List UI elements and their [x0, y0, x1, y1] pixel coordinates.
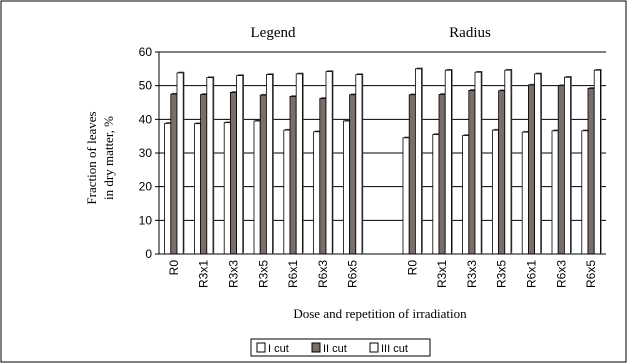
bar-legend-r0-iii-cut — [176, 72, 184, 255]
bar-radius-r3x1-iii-cut — [444, 69, 452, 255]
legend-label-i-cut: I cut — [268, 343, 289, 355]
bar-legend-r3x1-iii-cut — [206, 77, 214, 255]
y-tick-label-30: 30 — [139, 146, 153, 160]
bar-legend-r6x5-i-cut — [342, 120, 350, 255]
x-tick-label-radius-r3x1: R3x1 — [435, 260, 449, 288]
bar-radius-r6x3-iii-cut — [564, 76, 572, 255]
bar-radius-r3x3-i-cut — [462, 135, 470, 255]
y-tick-label-40: 40 — [139, 112, 153, 126]
x-tick-label-radius-r3x5: R3x5 — [495, 260, 509, 288]
y-tick-label-50: 50 — [139, 79, 153, 93]
x-tick-label-legend-r6x5: R6x5 — [346, 260, 360, 288]
bar-legend-r6x3-i-cut — [313, 131, 321, 255]
y-axis-label-line-1: Fraction of leaves — [84, 111, 99, 204]
x-tick-label-radius-r0: R0 — [405, 260, 419, 276]
legend-box — [250, 338, 431, 357]
bar-legend-r3x3-i-cut — [223, 122, 231, 255]
bar-legend-r6x5-iii-cut — [355, 74, 363, 255]
bar-radius-r3x1-i-cut — [432, 134, 440, 255]
x-tick-label-legend-r6x3: R6x3 — [316, 260, 330, 288]
panel-label-legend: Legend — [251, 25, 296, 41]
x-tick-label-legend-r6x1: R6x1 — [286, 260, 300, 288]
bar-radius-r3x5-iii-cut — [504, 69, 512, 255]
x-tick-label-legend-r0: R0 — [167, 260, 181, 276]
bar-legend-r3x3-ii-cut — [229, 92, 237, 255]
bar-legend-r0-i-cut — [164, 122, 172, 255]
legend-swatch-iii-cut — [369, 342, 379, 353]
bar-radius-r6x5-iii-cut — [593, 69, 601, 255]
x-tick-label-radius-r3x3: R3x3 — [465, 260, 479, 288]
bar-radius-r3x5-i-cut — [491, 129, 499, 255]
y-tick-label-10: 10 — [139, 213, 153, 227]
y-tick-label-60: 60 — [139, 45, 153, 59]
bar-legend-r3x3-iii-cut — [236, 75, 244, 255]
bar-legend-r3x1-i-cut — [193, 123, 201, 255]
bar-radius-r0-iii-cut — [414, 68, 422, 255]
bar-radius-r6x3-ii-cut — [557, 85, 565, 255]
y-tick-labels: 0 10 20 30 40 50 60 — [139, 45, 153, 261]
bar-legend-r6x5-ii-cut — [349, 94, 357, 255]
y-tick-label-20: 20 — [139, 180, 153, 194]
y-tick-label-0: 0 — [145, 247, 152, 261]
bar-radius-r6x5-i-cut — [581, 130, 589, 255]
legend-label-iii-cut: III cut — [381, 343, 408, 355]
bar-radius-r3x1-ii-cut — [438, 94, 446, 255]
bar-radius-r6x3-i-cut — [551, 130, 559, 255]
bar-legend-r3x5-iii-cut — [265, 74, 273, 255]
bar-radius-r3x3-iii-cut — [474, 71, 482, 255]
y-axis-label-line-2: in dry matter, % — [101, 116, 116, 200]
x-tick-label-radius-r6x3: R6x3 — [554, 260, 568, 288]
axes — [155, 51, 606, 255]
x-tick-labels: R0 R3x1 R3x3 R3x5 R6x1 R6x3 R6x5 R0 R3x1 R3x3 R3x5… — [167, 260, 598, 288]
bar-radius-r0-i-cut — [402, 137, 410, 255]
legend-swatch-i-cut — [256, 342, 266, 353]
x-tick-label-radius-r6x1: R6x1 — [525, 260, 539, 288]
bar-radius-r3x5-ii-cut — [498, 90, 506, 255]
panel-label-radius: Radius — [449, 25, 491, 41]
bar-radius-r6x1-i-cut — [521, 131, 529, 255]
x-tick-label-legend-r3x5: R3x5 — [256, 260, 270, 288]
x-tick-label-legend-r3x1: R3x1 — [197, 260, 211, 288]
bar-legend-r3x1-ii-cut — [200, 94, 208, 255]
x-tick-label-legend-r3x3: R3x3 — [227, 260, 241, 288]
legend: I cut II cut III cut — [250, 338, 431, 357]
bar-legend-r6x3-iii-cut — [325, 71, 333, 255]
bar-legend-r0-ii-cut — [170, 93, 178, 255]
x-tick-label-radius-r6x5: R6x5 — [584, 260, 598, 288]
bars — [164, 67, 602, 255]
bar-legend-r6x1-iii-cut — [295, 73, 303, 255]
bar-radius-r6x5-ii-cut — [587, 87, 595, 255]
bar-radius-r3x3-ii-cut — [468, 89, 476, 255]
bar-radius-r6x1-ii-cut — [528, 84, 536, 255]
legend-label-ii-cut: II cut — [323, 343, 347, 355]
bar-legend-r6x1-ii-cut — [289, 96, 297, 255]
bar-radius-r6x1-iii-cut — [534, 73, 542, 255]
bar-legend-r6x3-ii-cut — [319, 98, 327, 255]
legend-swatch-ii-cut — [311, 342, 321, 353]
bar-legend-r3x5-i-cut — [253, 120, 261, 255]
bar-legend-r3x5-ii-cut — [259, 94, 267, 255]
bar-radius-r0-ii-cut — [408, 94, 416, 255]
bar-legend-r6x1-i-cut — [283, 129, 291, 255]
x-axis-label: Dose and repetition of irradiation — [293, 306, 467, 321]
